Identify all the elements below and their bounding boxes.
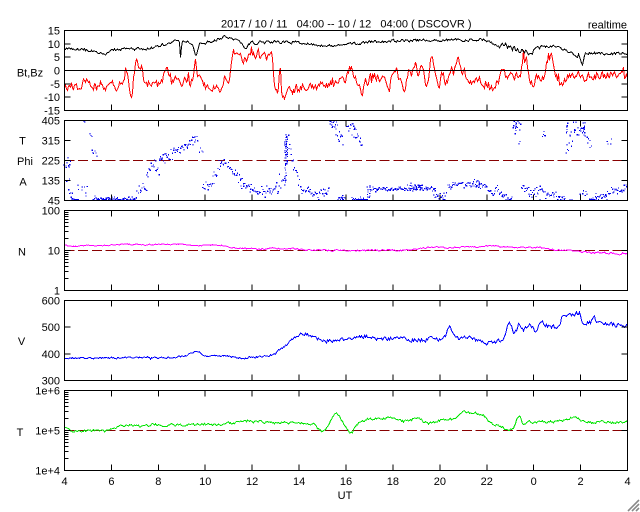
svg-text:-5: -5	[50, 79, 60, 91]
svg-text:-15: -15	[44, 106, 60, 118]
svg-text:600: 600	[42, 296, 60, 308]
svg-text:12: 12	[246, 476, 258, 488]
svg-text:-10: -10	[44, 92, 60, 104]
svg-text:14: 14	[293, 476, 305, 488]
svg-text:22: 22	[481, 476, 493, 488]
svg-text:225: 225	[42, 156, 60, 168]
svg-text:300: 300	[42, 376, 60, 388]
svg-text:Bt,Bz: Bt,Bz	[17, 68, 43, 80]
svg-text:10: 10	[48, 246, 60, 258]
svg-text:1e+5: 1e+5	[35, 426, 60, 438]
svg-text:2017 / 10 / 11 04:00 -- 10 /: 2017 / 10 / 11 04:00 -- 10 / 12 04:00 ( …	[221, 19, 472, 31]
svg-text:15: 15	[48, 26, 60, 38]
svg-text:45: 45	[48, 196, 60, 208]
svg-text:1e+4: 1e+4	[35, 466, 60, 478]
svg-text:2: 2	[578, 476, 584, 488]
svg-text:10: 10	[48, 39, 60, 51]
svg-text:20: 20	[434, 476, 446, 488]
svg-text:0: 0	[54, 66, 60, 78]
svg-text:T: T	[17, 427, 24, 439]
svg-text:16: 16	[340, 476, 352, 488]
svg-text:Phi: Phi	[17, 156, 33, 168]
svg-text:realtime: realtime	[588, 20, 627, 32]
svg-text:4: 4	[61, 476, 67, 488]
svg-text:315: 315	[42, 136, 60, 148]
svg-text:8: 8	[155, 476, 161, 488]
svg-text:18: 18	[387, 476, 399, 488]
svg-text:1: 1	[54, 286, 60, 298]
svg-text:5: 5	[54, 52, 60, 64]
svg-text:10: 10	[199, 476, 211, 488]
svg-text:N: N	[18, 247, 26, 259]
svg-text:A: A	[19, 177, 27, 189]
svg-text:135: 135	[42, 176, 60, 188]
svg-text:500: 500	[42, 322, 60, 334]
svg-text:T: T	[19, 136, 26, 148]
svg-text:4: 4	[624, 476, 630, 488]
svg-text:100: 100	[42, 206, 60, 218]
svg-text:1e+6: 1e+6	[35, 386, 60, 398]
svg-text:UT: UT	[338, 490, 353, 502]
svg-text:405: 405	[42, 116, 60, 128]
svg-text:0: 0	[531, 476, 537, 488]
svg-text:V: V	[18, 336, 26, 348]
svg-text:6: 6	[108, 476, 114, 488]
svg-text:400: 400	[42, 349, 60, 361]
